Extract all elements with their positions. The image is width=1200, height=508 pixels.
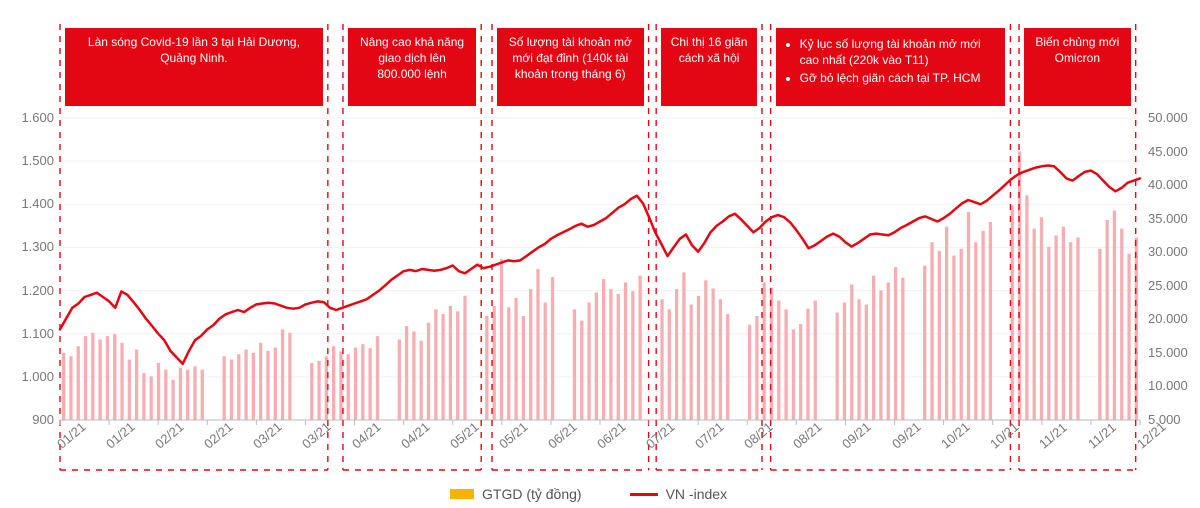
legend-swatch-bar	[450, 489, 474, 499]
annotation-box-5: Biến chủng mới Omicron	[1024, 28, 1131, 106]
y-left-tick: 900	[32, 412, 54, 427]
annotation-bullet: Gỡ bỏ lệch giãn cách tại TP. HCM	[800, 70, 998, 86]
y-left-tick: 1.500	[21, 153, 54, 168]
legend-item-bar: GTGD (tỷ đồng)	[450, 486, 582, 502]
y-left-tick: 1.000	[21, 369, 54, 384]
legend-label-line: VN -index	[666, 486, 727, 502]
y-left-tick: 1.200	[21, 283, 54, 298]
y-left-tick: 1.100	[21, 326, 54, 341]
y-right-tick: 10.000	[1148, 378, 1188, 393]
y-right-tick: 25.000	[1148, 278, 1188, 293]
annotation-box-1: Nâng cao khả năng giao dịch lên 800.000 …	[348, 28, 476, 106]
y-left-tick: 1.400	[21, 196, 54, 211]
y-right-tick: 15.000	[1148, 345, 1188, 360]
y-left-tick: 1.300	[21, 239, 54, 254]
y-right-tick: 20.000	[1148, 311, 1188, 326]
y-left-tick: 1.600	[21, 110, 54, 125]
legend-label-bar: GTGD (tỷ đồng)	[482, 486, 582, 502]
annotation-box-0: Làn sóng Covid-19 lần 3 tại Hải Dương, Q…	[65, 28, 323, 106]
annotation-box-2: Số lượng tài khoản mở mới đạt đỉnh (140k…	[497, 28, 644, 106]
chart-stage: Làn sóng Covid-19 lần 3 tại Hải Dương, Q…	[0, 0, 1200, 508]
y-right-tick: 30.000	[1148, 244, 1188, 259]
y-right-tick: 35.000	[1148, 211, 1188, 226]
y-right-tick: 45.000	[1148, 144, 1188, 159]
legend-swatch-line	[630, 493, 658, 496]
legend-item-line: VN -index	[630, 486, 727, 502]
y-right-tick: 40.000	[1148, 177, 1188, 192]
annotation-box-4: Kỷ lục số lượng tài khoản mở mới cao nhấ…	[776, 28, 1006, 106]
y-right-tick: 50.000	[1148, 110, 1188, 125]
annotation-bullet: Kỷ lục số lượng tài khoản mở mới cao nhấ…	[800, 36, 998, 68]
annotation-box-3: Chi thị 16 giãn cách xã hội	[661, 28, 757, 106]
legend: GTGD (tỷ đồng) VN -index	[450, 486, 727, 502]
